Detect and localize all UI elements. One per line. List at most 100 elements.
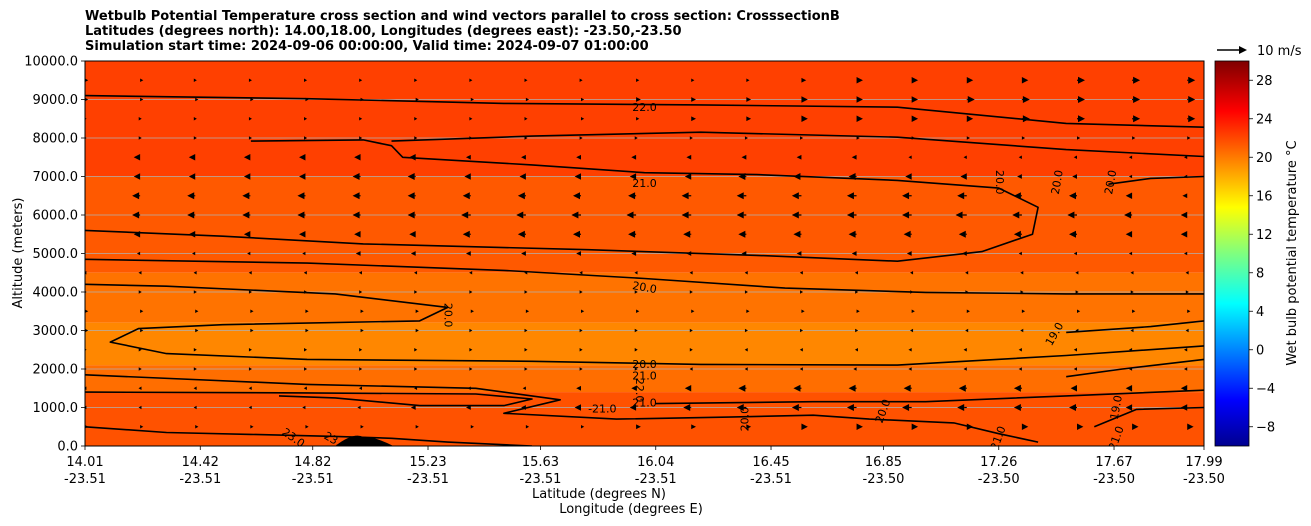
wind-vector xyxy=(462,192,471,200)
wind-vector xyxy=(414,78,418,83)
wind-vector xyxy=(738,173,747,180)
wind-vector xyxy=(1128,155,1133,160)
wind-vector xyxy=(354,154,361,161)
wind-vector xyxy=(965,328,969,333)
wind-vector xyxy=(85,309,89,314)
wind-vector xyxy=(741,154,747,160)
wind-vector xyxy=(746,116,752,122)
wind-vector xyxy=(801,423,808,430)
wind-vector xyxy=(958,230,967,238)
x-tick-label-lat: 16.85 xyxy=(865,455,902,470)
wind-vector xyxy=(1018,367,1022,371)
contour-line xyxy=(85,426,533,446)
wind-vector xyxy=(297,192,306,200)
y-tick-label: 2000.0 xyxy=(33,363,79,378)
wind-vector xyxy=(1182,193,1188,199)
contour-line xyxy=(85,374,1039,443)
wind-vector xyxy=(958,384,967,392)
wind-vector xyxy=(524,328,528,333)
wind-vector xyxy=(359,347,363,352)
wind-vector xyxy=(360,97,364,102)
wind-vector xyxy=(738,384,747,392)
wind-vector xyxy=(1180,211,1188,219)
wind-vector xyxy=(193,405,197,410)
wind-vector xyxy=(359,116,363,121)
contour-line xyxy=(1066,358,1204,378)
wind-vector xyxy=(903,384,912,392)
wind-vector xyxy=(691,97,697,102)
wind-vector xyxy=(796,251,802,256)
wind-vector xyxy=(140,309,144,314)
wind-vector xyxy=(738,230,747,238)
x-tick-label-lon: -23.51 xyxy=(750,472,792,487)
wind-vector xyxy=(963,155,967,160)
wind-vector xyxy=(689,367,693,371)
wind-vector xyxy=(628,230,637,238)
wind-vector xyxy=(524,116,528,121)
wind-vector xyxy=(905,173,912,180)
y-tick-label: 1000.0 xyxy=(33,401,79,416)
wind-vector xyxy=(243,173,251,180)
y-tick-label: 3000.0 xyxy=(33,324,79,339)
wind-vector xyxy=(352,192,361,200)
wind-vector xyxy=(848,384,857,392)
quiver-key: 10 m/s xyxy=(1217,44,1302,59)
wind-vector xyxy=(248,136,252,140)
wind-vector xyxy=(1076,309,1081,314)
contour-label: 20.0 xyxy=(739,407,752,432)
wind-vector xyxy=(911,423,919,430)
wind-vector xyxy=(409,231,416,238)
wind-vector xyxy=(414,116,418,121)
wind-vector xyxy=(744,136,748,140)
wind-vector xyxy=(140,97,144,102)
contour-label: 20.0 xyxy=(631,279,657,296)
colorbar-tick-label: 16 xyxy=(1256,189,1273,204)
x-tick-label-lat: 14.01 xyxy=(66,455,103,470)
wind-vector xyxy=(1124,211,1133,219)
wind-vector xyxy=(966,96,975,103)
wind-vector xyxy=(1013,384,1022,392)
y-axis-label: Altitude (meters) xyxy=(11,198,26,309)
wind-vector xyxy=(138,386,142,391)
y-axis: 0.0 1000.0 2000.0 3000.0 4000.0 5000.0 6000.0 7… xyxy=(24,55,85,455)
wind-vector xyxy=(414,270,418,275)
wind-vector xyxy=(132,192,141,200)
wind-vector xyxy=(580,424,585,429)
wind-vector xyxy=(195,424,199,429)
wind-vector xyxy=(242,211,251,219)
wind-vector xyxy=(1017,174,1022,179)
wind-vector xyxy=(746,97,752,102)
wind-vector xyxy=(744,328,748,333)
wind-vector xyxy=(195,328,199,333)
wind-vector xyxy=(856,115,863,122)
wind-vector xyxy=(243,231,251,238)
wind-vector xyxy=(470,309,474,314)
wind-vector xyxy=(250,424,254,429)
colorbar-ticks: −8 −4 0 4 8 12 16 20 24 28 xyxy=(1249,74,1275,435)
wind-vector xyxy=(579,136,583,140)
wind-vector xyxy=(746,424,752,430)
wind-vector xyxy=(415,328,419,333)
wind-vector xyxy=(247,251,251,256)
wind-vector xyxy=(243,154,251,161)
wind-vector xyxy=(846,211,857,219)
wind-vector xyxy=(138,116,142,121)
wind-vector xyxy=(965,270,969,275)
wind-vector xyxy=(1021,136,1026,140)
y-tick-label: 6000.0 xyxy=(33,209,79,224)
wind-vector xyxy=(689,270,693,275)
x-tick-label-lon: -23.50 xyxy=(978,472,1020,487)
contour-label: 20.0 xyxy=(993,170,1006,195)
wind-vector xyxy=(193,386,197,391)
wind-vector xyxy=(626,211,637,219)
wind-vector xyxy=(470,97,474,102)
wind-vector xyxy=(631,385,637,391)
y-tick-label: 7000.0 xyxy=(33,170,79,185)
wind-vector xyxy=(1018,155,1022,160)
wind-vector xyxy=(1128,347,1133,352)
wind-vector xyxy=(691,116,697,122)
wind-vector xyxy=(1184,251,1188,256)
wind-vector xyxy=(746,78,750,83)
wind-vector xyxy=(574,404,581,411)
wind-vector xyxy=(741,251,747,256)
